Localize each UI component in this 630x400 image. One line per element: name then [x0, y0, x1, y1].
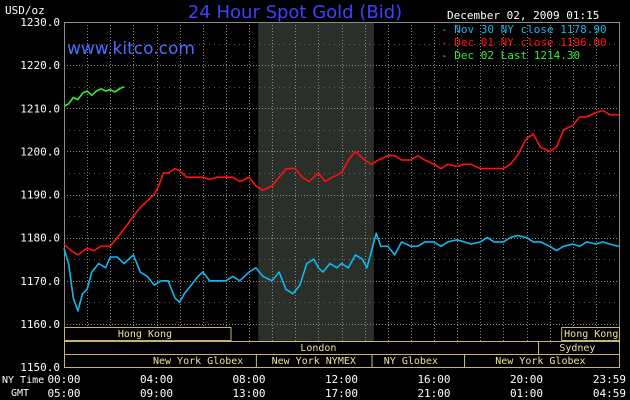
chart-title: 24 Hour Spot Gold (Bid)	[188, 2, 402, 23]
ny-time-label: NY Time	[2, 375, 44, 386]
legend-entry: - Nov 30 NY close 1178.90	[441, 23, 607, 36]
x-tick-label-ny: 12:00	[325, 373, 358, 386]
y-tick-label: 1190.0	[20, 189, 60, 202]
x-tick-label-ny: 00:00	[47, 373, 80, 386]
session-new-york-globex: New York Globex	[464, 354, 620, 368]
session-label: Hong Kong	[118, 329, 172, 340]
session-box	[464, 354, 620, 368]
x-tick-label-ny: 20:00	[510, 373, 543, 386]
series-line-1	[63, 232, 619, 312]
y-tick-label: 1210.0	[20, 102, 60, 115]
y-tick-label: 1200.0	[20, 145, 60, 158]
x-tick-label-gmt: 04:59	[593, 387, 626, 400]
x-tick-label-gmt: 21:00	[417, 387, 450, 400]
trading-sessions: Hong Kong Hong Kong London Sydney New York G…	[64, 327, 620, 368]
price-series	[63, 85, 619, 312]
website-label: www.kitco.com	[67, 39, 195, 59]
session-hong-kong: Hong Kong	[64, 327, 232, 341]
session-label: New York Globex	[153, 356, 243, 367]
session-ny-globex: NY Globex	[371, 354, 466, 368]
x-tick-label-gmt: 05:00	[47, 387, 80, 400]
y-tick-label: 1230.0	[20, 16, 60, 29]
session-label: Hong Kong	[564, 329, 618, 340]
nymex-hours-band	[258, 22, 374, 367]
x-tick-label-ny: 23:59	[593, 373, 626, 386]
legend: - Nov 30 NY close 1178.90- Dec 01 NY clo…	[441, 23, 607, 62]
y-tick-label: 1150.0	[20, 361, 60, 374]
session-sydney: Sydney	[538, 341, 620, 355]
series-line-2	[63, 109, 619, 256]
date-label: December 02, 2009 01:15	[447, 9, 599, 22]
x-tick-label-ny: 08:00	[232, 373, 265, 386]
y-tick-label: 1180.0	[20, 232, 60, 245]
gmt-label: GMT	[11, 388, 29, 399]
x-tick-label-ny: 04:00	[140, 373, 173, 386]
x-tick-label-ny: 16:00	[417, 373, 450, 386]
session-label: New York NYMEX	[272, 356, 356, 367]
y-tick-label: 1170.0	[20, 275, 60, 288]
y-tick-label: 1220.0	[20, 59, 60, 72]
y-tick-label: 1160.0	[20, 318, 60, 331]
session-new-york-nymex: New York NYMEX	[255, 354, 373, 368]
session-box	[561, 327, 620, 341]
session-label: London	[300, 343, 336, 354]
session-label: New York Globex	[495, 356, 585, 367]
y-axis-tick-labels: 1150.0 1160.0 1170.0 1180.0 1190.0 1200.0 1210…	[20, 16, 60, 374]
session-hong-kong: Hong Kong	[561, 327, 620, 341]
x-tick-label-gmt: 09:00	[140, 387, 173, 400]
legend-entry: - Dec 01 NY close 1196.00	[441, 36, 607, 49]
x-tick-label-gmt: 17:00	[325, 387, 358, 400]
session-new-york-globex: New York Globex	[64, 354, 257, 368]
y-axis-unit-label: USD/oz	[5, 4, 45, 17]
session-box	[64, 327, 232, 341]
session-label: NY Globex	[384, 356, 438, 367]
x-tick-label-gmt: 13:00	[232, 387, 265, 400]
session-label: Sydney	[559, 343, 595, 354]
series-line-3	[63, 85, 125, 107]
legend-entry: - Dec 02 Last 1214.30	[441, 49, 580, 62]
x-tick-label-gmt: 01:00	[510, 387, 543, 400]
session-london: London	[64, 341, 540, 355]
